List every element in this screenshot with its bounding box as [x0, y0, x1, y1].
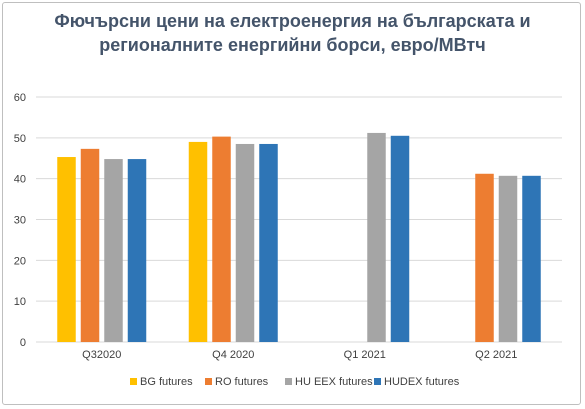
- y-tick-label: 30: [14, 215, 26, 227]
- y-tick-label: 50: [14, 133, 26, 145]
- bar-hu-eex-futures-2: [367, 132, 386, 342]
- y-tick-label: 10: [14, 296, 26, 308]
- bar-hu-eex-futures-3: [498, 175, 518, 342]
- bar-bg-futures-1: [188, 141, 208, 342]
- x-category-label: Q1 2021: [344, 349, 386, 361]
- bar-hu-eex-futures-0: [104, 159, 123, 342]
- legend-label: BG futures: [140, 376, 193, 388]
- bar-hudex-futures-2: [390, 135, 410, 342]
- bar-hudex-futures-3: [522, 175, 541, 342]
- legend: BG futures RO futures HU EEX futures HUDEX …: [130, 376, 460, 388]
- legend-swatch-hu-eex-futures: [285, 378, 292, 385]
- legend-swatch-bg-futures: [130, 378, 137, 385]
- legend-label: HUDEX futures: [384, 376, 460, 388]
- bar-bg-futures-0: [57, 157, 76, 342]
- legend-swatch-hudex-futures: [374, 378, 381, 385]
- chart-title: Фючърсни цени на електроенергия на бълга…: [0, 9, 585, 57]
- gridlines: [36, 96, 562, 343]
- x-category-label: Q4 2020: [212, 349, 254, 361]
- chart-title-line-2: регионалните енергийни борси, евро/МВтч: [99, 35, 486, 55]
- legend-label: HU EEX futures: [295, 376, 373, 388]
- legend-label: RO futures: [215, 376, 269, 388]
- y-tick-label: 40: [14, 174, 26, 186]
- y-tick-label: 60: [14, 92, 26, 104]
- bar-hu-eex-futures-1: [235, 143, 255, 342]
- bar-hudex-futures-0: [127, 159, 147, 342]
- x-category-label: Q32020: [82, 349, 121, 361]
- bar-ro-futures-0: [80, 148, 100, 342]
- legend-swatch-ro-futures: [205, 378, 212, 385]
- y-axis-ticks: 0 10 20 30 40 50 60: [14, 92, 26, 349]
- x-axis-labels: Q32020 Q4 2020 Q1 2021 Q2 2021: [82, 349, 517, 361]
- bar-hudex-futures-1: [259, 143, 278, 342]
- bars: [57, 132, 541, 342]
- bar-ro-futures-3: [475, 173, 494, 342]
- y-tick-label: 0: [20, 337, 26, 349]
- y-tick-label: 20: [14, 255, 26, 267]
- chart-title-line-1: Фючърсни цени на електроенергия на бълга…: [54, 11, 531, 31]
- x-category-label: Q2 2021: [475, 349, 517, 361]
- bar-ro-futures-1: [212, 136, 231, 342]
